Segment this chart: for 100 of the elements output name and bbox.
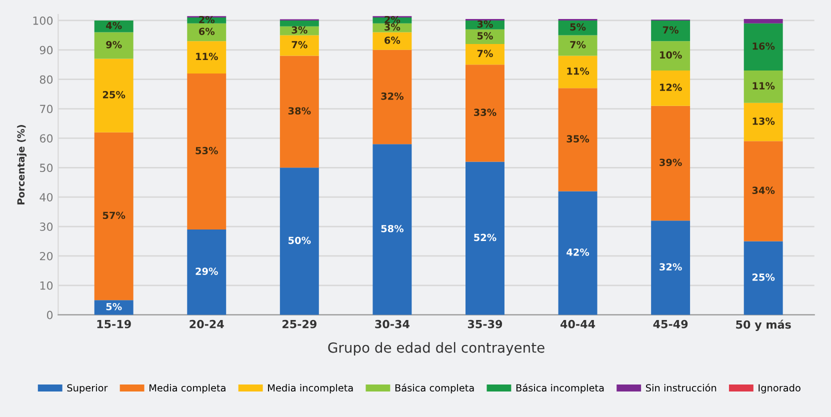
bar bbox=[744, 241, 783, 315]
bar bbox=[280, 56, 319, 168]
bar bbox=[558, 191, 598, 315]
y-tick-label: 50 bbox=[40, 164, 53, 172]
x-tick-label: 20-24 bbox=[190, 320, 224, 328]
data-label: 39% bbox=[660, 158, 682, 166]
x-tick-label: 40-44 bbox=[560, 320, 596, 328]
data-label: 7% bbox=[662, 26, 679, 34]
bar bbox=[187, 73, 226, 230]
data-label: 53% bbox=[196, 146, 218, 154]
data-label: 57% bbox=[102, 212, 126, 220]
data-label: 7% bbox=[292, 40, 308, 48]
data-label: 9% bbox=[106, 40, 122, 48]
x-tick-label: 25-29 bbox=[282, 320, 316, 328]
bar bbox=[94, 32, 134, 59]
x-tick-label: 45-49 bbox=[653, 320, 688, 328]
bar bbox=[651, 106, 690, 221]
data-label: 2% bbox=[384, 16, 400, 24]
data-label: 33% bbox=[474, 108, 496, 116]
legend-label: Superior bbox=[67, 384, 108, 394]
y-tick-label: 100 bbox=[33, 16, 53, 25]
bar bbox=[94, 300, 134, 315]
y-tick-label: 90 bbox=[40, 46, 53, 54]
bar bbox=[651, 220, 690, 315]
bar bbox=[466, 44, 504, 65]
y-tick-label: 30 bbox=[40, 222, 53, 231]
bar bbox=[280, 35, 319, 56]
y-tick-label: 20 bbox=[40, 252, 53, 260]
data-label: 38% bbox=[288, 107, 311, 115]
bar bbox=[651, 20, 690, 42]
data-label: 52% bbox=[474, 234, 496, 242]
data-label: 3% bbox=[477, 20, 493, 28]
data-label: 32% bbox=[381, 92, 404, 100]
y-tick-label: 60 bbox=[40, 134, 53, 143]
data-label: 11% bbox=[752, 82, 775, 90]
bar bbox=[372, 50, 412, 144]
bar bbox=[466, 64, 504, 162]
data-label: 13% bbox=[752, 118, 775, 125]
bar bbox=[651, 70, 690, 106]
bar bbox=[558, 88, 598, 192]
bar bbox=[187, 23, 226, 42]
bar bbox=[744, 141, 783, 242]
legend-label: Básica incompleta bbox=[516, 384, 604, 394]
bar bbox=[280, 168, 319, 315]
bar bbox=[187, 41, 226, 74]
data-label: 5% bbox=[477, 32, 493, 40]
data-label: 25% bbox=[752, 274, 775, 281]
data-label: 7% bbox=[477, 50, 493, 58]
y-tick-label: 40 bbox=[40, 193, 53, 202]
data-label: 12% bbox=[660, 84, 682, 92]
data-label: 42% bbox=[566, 248, 590, 256]
data-label: 35% bbox=[566, 135, 590, 143]
legend-label: Media incompleta bbox=[268, 384, 353, 394]
x-tick-label: 30-34 bbox=[375, 320, 410, 328]
legend-label: Básica completa bbox=[395, 384, 474, 394]
y-tick-label: 0 bbox=[46, 310, 53, 320]
bar bbox=[558, 56, 598, 88]
legend-label: Sin instrucción bbox=[646, 384, 716, 392]
data-label: 11% bbox=[196, 52, 218, 60]
bar bbox=[94, 20, 134, 32]
x-axis-title: Grupo de edad del contrayente bbox=[328, 342, 544, 356]
bar bbox=[466, 162, 504, 315]
y-tick-label: 10 bbox=[40, 281, 53, 290]
data-label: 2% bbox=[199, 16, 215, 24]
bar bbox=[94, 58, 134, 132]
data-label: 5% bbox=[106, 302, 122, 310]
data-label: 3% bbox=[292, 26, 308, 34]
legend-label: Media completa bbox=[150, 384, 226, 394]
data-label: 4% bbox=[106, 22, 122, 30]
y-tick-label: 80 bbox=[40, 75, 53, 84]
x-tick-label: 15-19 bbox=[97, 320, 131, 328]
data-label: 7% bbox=[570, 40, 586, 48]
bar bbox=[94, 132, 134, 300]
legend-label: Ignorado bbox=[758, 384, 800, 394]
bar bbox=[280, 20, 319, 26]
data-label: 3% bbox=[384, 23, 400, 31]
data-label: 10% bbox=[660, 51, 682, 59]
bar bbox=[744, 70, 783, 103]
bar bbox=[466, 29, 504, 44]
data-label: 34% bbox=[752, 186, 775, 194]
bar bbox=[372, 32, 412, 50]
x-tick-label: 50 y más bbox=[736, 320, 791, 331]
data-label: 32% bbox=[660, 263, 682, 271]
bar bbox=[651, 41, 690, 71]
data-label: 58% bbox=[381, 224, 404, 232]
x-tick-label: 35-39 bbox=[468, 320, 502, 328]
data-label: 11% bbox=[567, 67, 590, 75]
data-label: 6% bbox=[384, 36, 400, 44]
bar bbox=[558, 35, 598, 56]
data-label: 25% bbox=[102, 91, 126, 98]
y-tick-label: 70 bbox=[40, 104, 53, 114]
bar bbox=[372, 144, 412, 315]
data-label: 6% bbox=[198, 28, 215, 36]
bar bbox=[744, 23, 783, 71]
bar bbox=[744, 19, 783, 24]
bar bbox=[187, 229, 226, 315]
data-label: 50% bbox=[288, 236, 311, 244]
data-label: 29% bbox=[196, 268, 218, 275]
data-label: 5% bbox=[570, 23, 586, 31]
bar bbox=[558, 20, 598, 36]
